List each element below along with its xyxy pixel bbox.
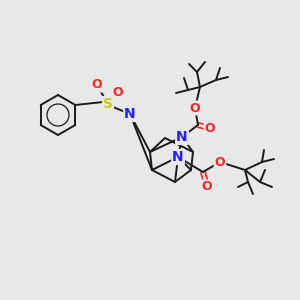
Text: O: O [190, 101, 200, 115]
Text: O: O [92, 79, 102, 92]
Text: N: N [124, 107, 136, 121]
Text: S: S [103, 97, 113, 111]
Text: N: N [172, 150, 184, 164]
Text: O: O [215, 155, 225, 169]
Text: O: O [202, 181, 212, 194]
Text: O: O [205, 122, 215, 134]
Text: O: O [113, 86, 123, 100]
Text: N: N [176, 130, 188, 144]
